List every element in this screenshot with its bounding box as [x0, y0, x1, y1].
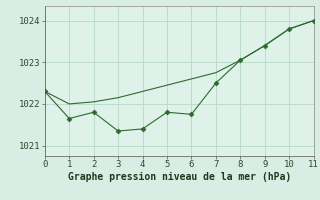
X-axis label: Graphe pression niveau de la mer (hPa): Graphe pression niveau de la mer (hPa)	[68, 172, 291, 182]
